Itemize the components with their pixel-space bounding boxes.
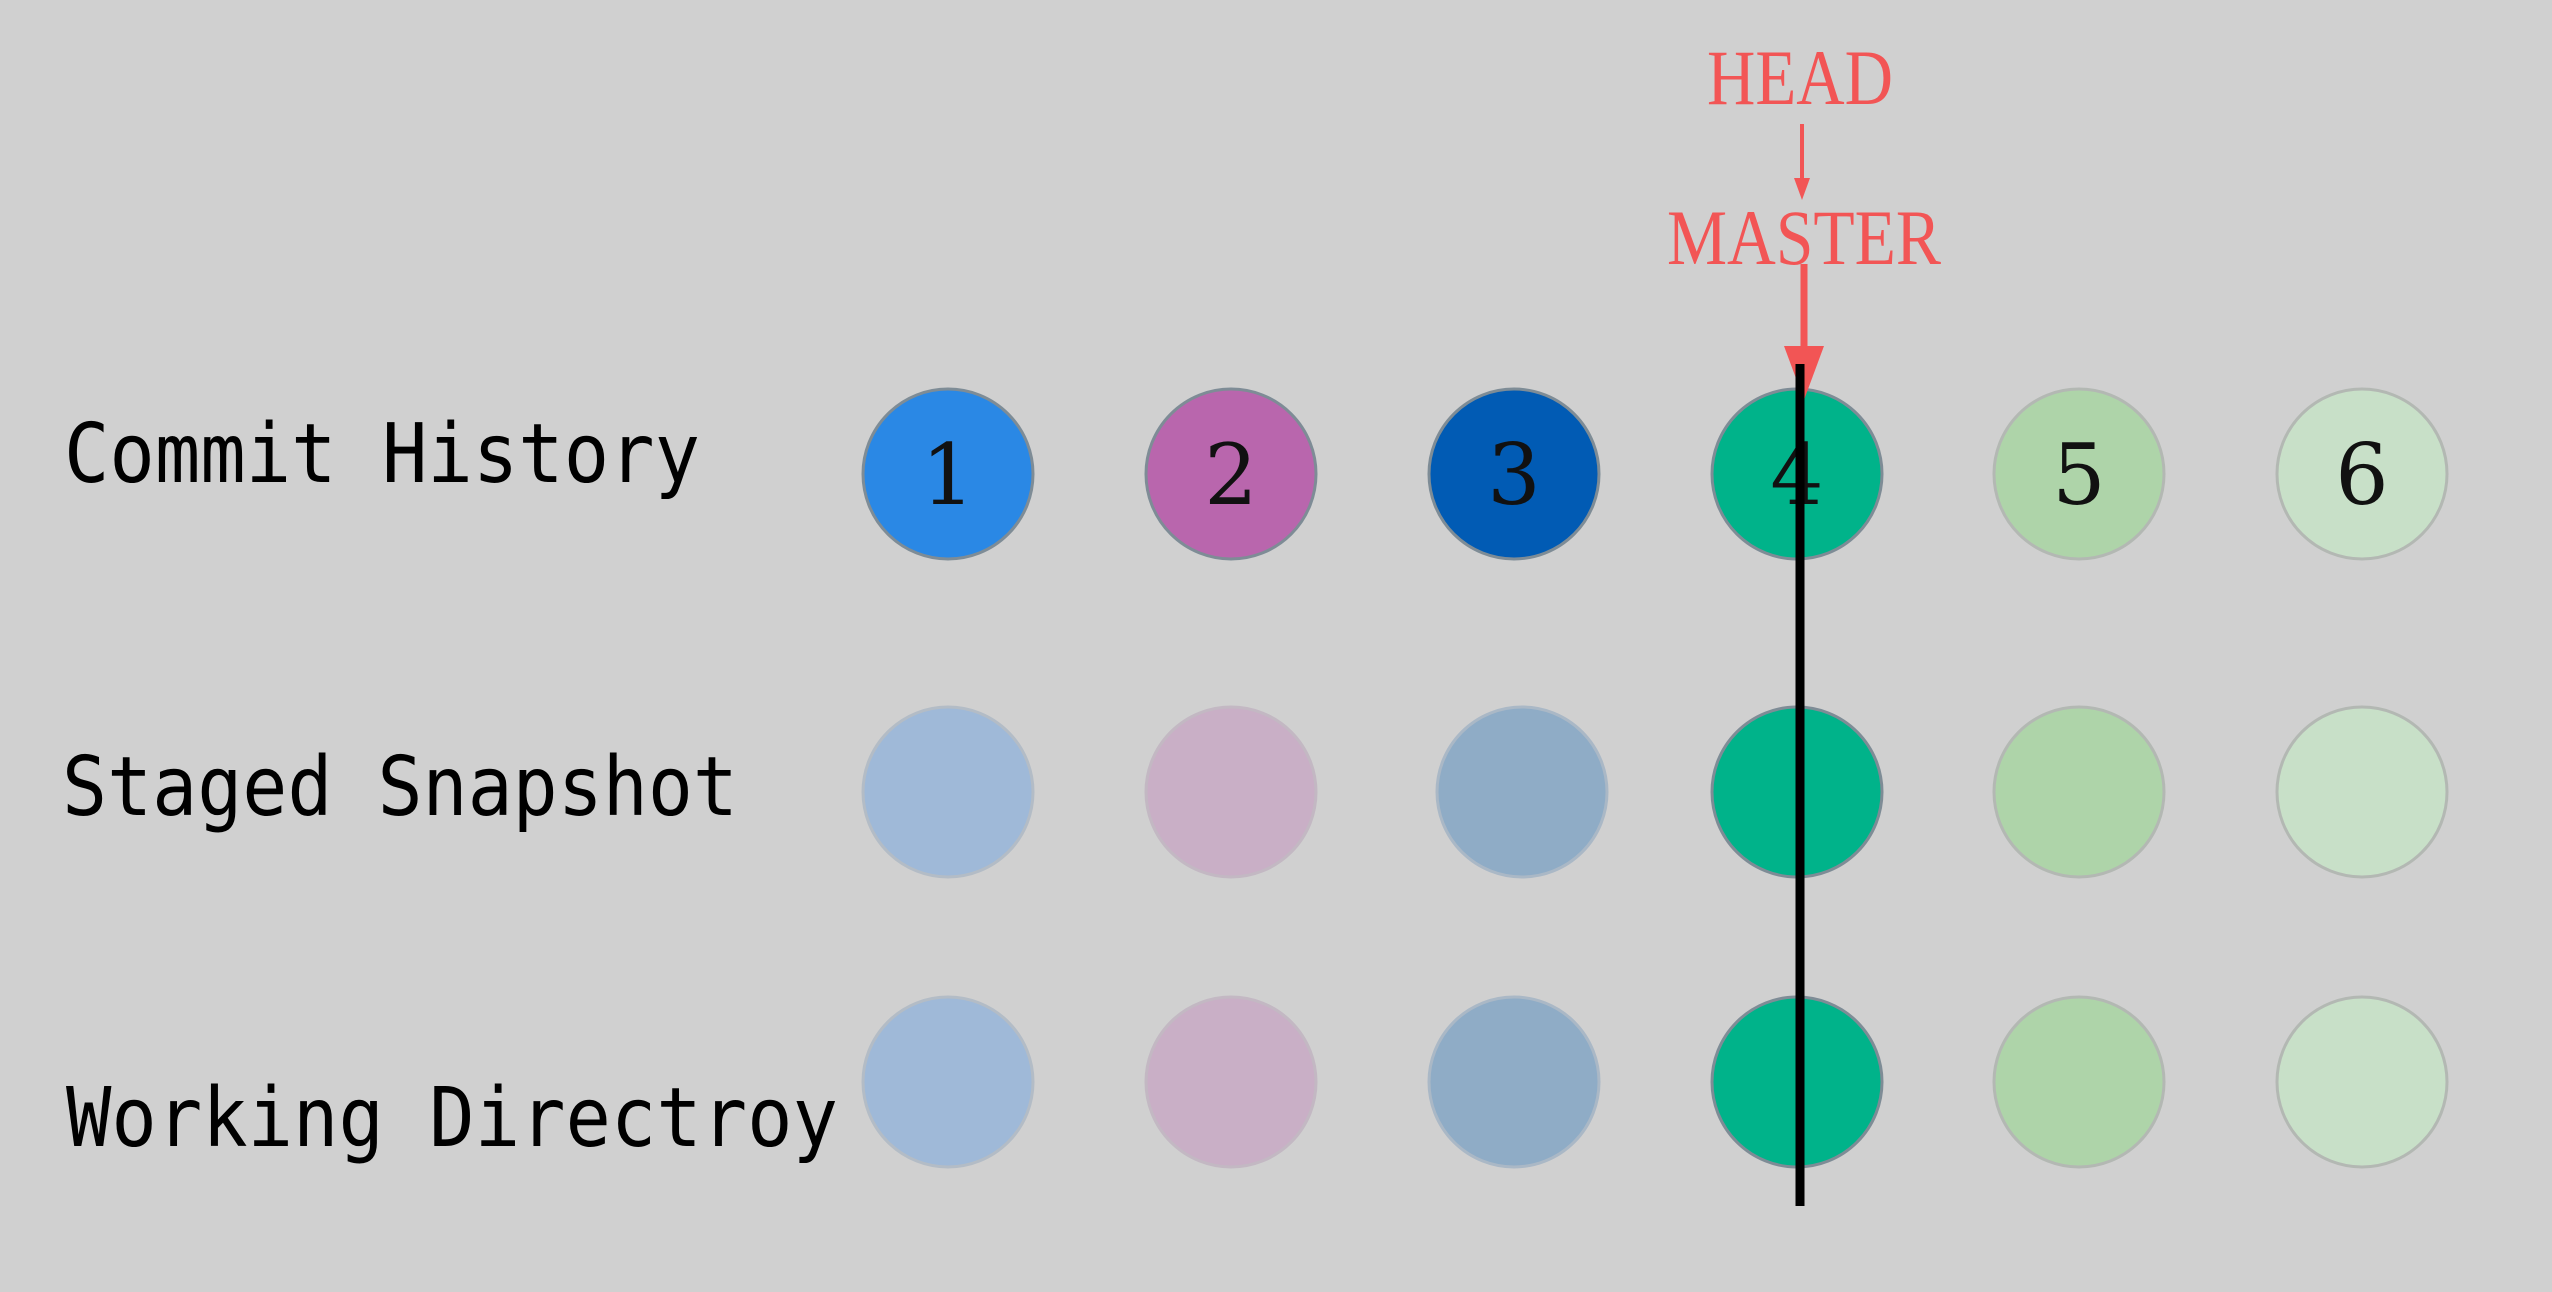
- commit-number-3: 3: [1487, 426, 1540, 524]
- node-row1-col1: [861, 387, 1035, 561]
- row-label-working-directory: Working Directroy: [66, 1071, 838, 1166]
- commit-number-6: 6: [2335, 426, 2388, 524]
- commit-number-5: 5: [2052, 426, 2105, 524]
- commit-number-2: 2: [1204, 426, 1257, 524]
- node-row3-col5: [1992, 995, 2166, 1169]
- node-row3-col2: [1144, 995, 1318, 1169]
- node-row1-col2: [1144, 387, 1318, 561]
- node-row2-col1: [861, 705, 1035, 879]
- head-to-master-arrow-head: [1794, 178, 1810, 200]
- node-row3-col3: [1427, 995, 1601, 1169]
- node-row2-col3: [1435, 705, 1609, 879]
- head-label: HEAD: [1707, 34, 1893, 121]
- commit-number-1: 1: [921, 426, 974, 524]
- node-row1-col3: [1427, 387, 1601, 561]
- node-row3-col1: [861, 995, 1035, 1169]
- node-row2-col5: [1992, 705, 2166, 879]
- node-row2-col6: [2275, 705, 2449, 879]
- node-row2-col2: [1144, 705, 1318, 879]
- node-row1-col6: [2275, 387, 2449, 561]
- row-label-staged-snapshot: Staged Snapshot: [62, 740, 738, 835]
- row-label-commit-history: Commit History: [64, 407, 700, 502]
- node-row3-col6: [2275, 995, 2449, 1169]
- commit-nodes: 123456: [861, 387, 2449, 1169]
- node-row1-col5: [1992, 387, 2166, 561]
